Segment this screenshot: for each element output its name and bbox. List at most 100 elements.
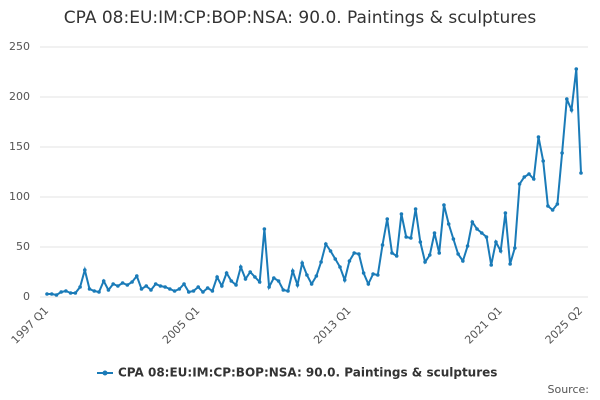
data-point [342, 278, 347, 282]
data-point [295, 283, 300, 287]
data-point [101, 279, 106, 283]
data-point [579, 171, 583, 175]
data-point [536, 135, 541, 139]
data-point [54, 293, 59, 297]
data-point [286, 289, 290, 293]
data-point [546, 204, 550, 208]
data-point [333, 257, 338, 261]
x-tick-label: 2005 Q1 [160, 304, 203, 347]
data-point [366, 282, 371, 286]
data-point [281, 288, 286, 292]
data-point [394, 254, 399, 258]
data-point [201, 290, 205, 294]
data-point [215, 275, 219, 279]
data-point [565, 97, 569, 101]
data-point [186, 290, 191, 294]
data-point [456, 252, 460, 256]
data-point [87, 287, 92, 291]
data-point [224, 271, 229, 275]
data-point [404, 235, 408, 239]
data-point [83, 268, 87, 272]
chart-title: CPA 08:EU:IM:CP:BOP:NSA: 90.0. Paintings… [64, 8, 537, 28]
y-tick-label: 100 [9, 190, 30, 203]
data-point [479, 231, 484, 235]
data-point [437, 251, 442, 255]
legend: CPA 08:EU:IM:CP:BOP:NSA: 90.0. Paintings… [97, 366, 497, 380]
x-tick-label: 2013 Q1 [311, 304, 354, 347]
data-point [550, 208, 555, 212]
data-point [210, 289, 215, 293]
data-point [314, 274, 319, 278]
data-point [290, 269, 295, 273]
data-point [503, 211, 508, 215]
data-point [97, 290, 101, 294]
data-point [64, 289, 68, 293]
data-point [153, 282, 158, 286]
data-point [120, 281, 125, 285]
data-point [45, 292, 49, 296]
data-point [527, 172, 531, 176]
data-point [418, 240, 423, 244]
y-tick-label: 50 [16, 240, 30, 253]
data-point [267, 285, 271, 289]
data-point [220, 284, 224, 288]
data-point [276, 279, 281, 283]
data-point [475, 227, 479, 231]
data-point [541, 159, 545, 163]
data-point [489, 263, 494, 267]
data-point [470, 220, 475, 224]
y-tick-label: 250 [9, 40, 30, 53]
data-line [47, 68, 582, 297]
data-point [375, 273, 380, 277]
data-point [257, 280, 262, 284]
data-point [262, 227, 267, 231]
data-point [427, 253, 432, 257]
data-point [134, 274, 139, 278]
data-point [243, 277, 248, 281]
data-point [234, 283, 238, 287]
data-point [205, 286, 210, 290]
data-point [68, 291, 73, 295]
data-point [461, 259, 465, 263]
data-point [385, 217, 390, 221]
data-point [309, 282, 314, 286]
data-point [432, 231, 437, 235]
data-point [158, 284, 163, 288]
data-point [248, 270, 253, 274]
data-point [399, 212, 404, 216]
data-point [328, 249, 333, 253]
y-tick-label: 0 [23, 290, 30, 303]
x-tick-label: 2021 Q1 [462, 304, 505, 347]
data-point [560, 151, 564, 155]
data-point [73, 291, 78, 295]
data-point [484, 235, 489, 239]
data-point [361, 271, 366, 275]
data-point [494, 240, 498, 244]
data-point [423, 260, 427, 264]
legend-label: CPA 08:EU:IM:CP:BOP:NSA: 90.0. Paintings… [118, 366, 497, 380]
data-point [531, 177, 536, 181]
data-point [172, 289, 177, 293]
y-tick-label: 150 [9, 140, 30, 153]
data-point [238, 265, 243, 269]
data-point [92, 289, 97, 293]
data-point [177, 287, 182, 291]
data-point [149, 288, 153, 292]
data-point [49, 292, 54, 296]
data-point [182, 282, 186, 286]
data-point [144, 284, 149, 288]
data-point [409, 236, 413, 240]
data-point [569, 108, 574, 112]
data-point [338, 265, 342, 269]
data-point [319, 260, 323, 264]
data-point [300, 261, 304, 265]
data-point [513, 246, 517, 250]
data-point [111, 282, 115, 286]
data-point [59, 290, 63, 294]
source-label: Source: [548, 383, 590, 396]
y-tick-label: 200 [9, 90, 30, 103]
data-point [498, 249, 503, 253]
data-point [413, 207, 418, 211]
data-point [196, 285, 201, 289]
